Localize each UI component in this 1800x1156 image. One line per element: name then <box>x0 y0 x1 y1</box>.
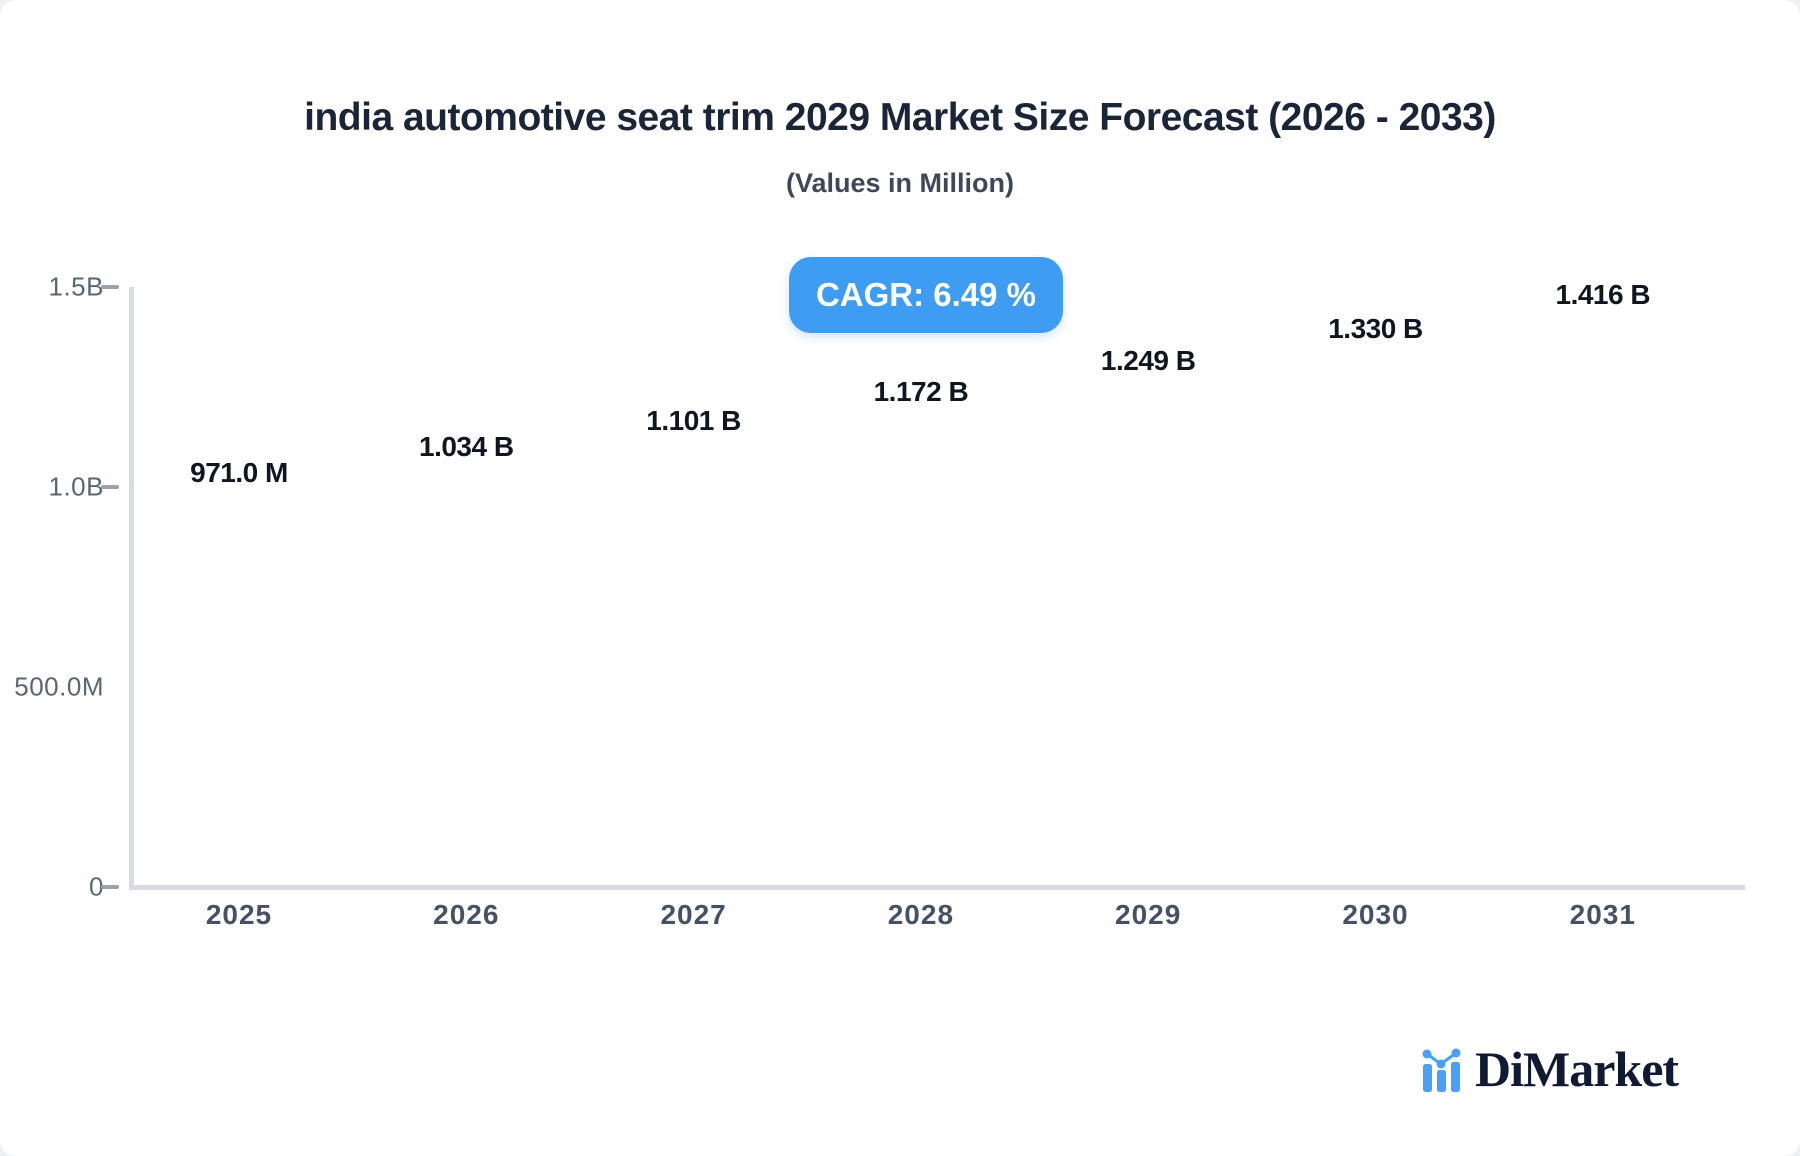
bar-value-label: 1.034 B <box>419 431 514 462</box>
chart-title: india automotive seat trim 2029 Market S… <box>304 96 1496 139</box>
y-tick-label: 500.0M <box>14 671 104 702</box>
x-tick-label-2026: 2026 <box>433 899 500 930</box>
y-tick-label: 1.0B <box>48 471 104 502</box>
bar-value-label: 1.249 B <box>1100 345 1196 376</box>
bar-value-label: 1.416 B <box>1555 279 1651 310</box>
x-tick-label-2028: 2028 <box>887 899 955 930</box>
bar-value-label: 1.101 B <box>646 405 741 436</box>
y-tick-mark <box>101 885 119 889</box>
x-tick-label-2029: 2029 <box>1115 899 1182 930</box>
logo-wordmark: DiMarket <box>1475 1041 1679 1097</box>
x-tick-label-2030: 2030 <box>1342 899 1409 930</box>
bar-value-label: 1.172 B <box>873 376 969 407</box>
cagr-badge: CAGR: 6.49 % <box>789 257 1063 333</box>
x-tick-label-2025: 2025 <box>205 899 273 930</box>
bar-value-label: 971.0 M <box>190 457 288 488</box>
cagr-badge-label: CAGR: 6.49 % <box>815 276 1037 313</box>
x-tick-label-2027: 2027 <box>660 899 727 930</box>
y-tick-mark <box>101 485 119 489</box>
y-tick-label: 0 <box>89 871 104 902</box>
bar-value-label: 1.330 B <box>1328 313 1423 344</box>
x-axis-baseline <box>129 885 1745 890</box>
y-tick-mark <box>101 285 119 289</box>
dimarket-logo: DiMarket <box>1421 1040 1679 1098</box>
chart-subtitle: (Values in Million) <box>785 168 1015 198</box>
mini-bar-chart-icon <box>1422 1048 1461 1092</box>
x-tick-label-2031: 2031 <box>1569 899 1636 930</box>
y-tick-label: 1.5B <box>48 271 104 302</box>
y-axis-line <box>129 287 134 887</box>
